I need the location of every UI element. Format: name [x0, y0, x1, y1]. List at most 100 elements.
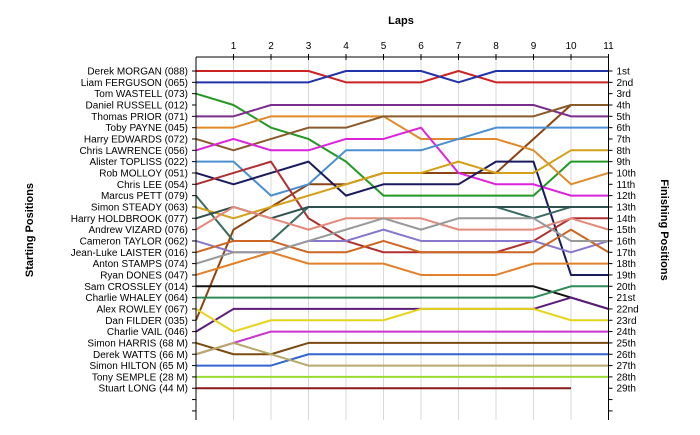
starting-label: Andrew VIZARD (076) [89, 225, 188, 236]
starting-label: Anton STAMPS (074) [93, 259, 188, 270]
starting-label: Simon STEADY (063) [91, 202, 188, 213]
series-line [196, 115, 609, 186]
finishing-label: 20th [617, 282, 636, 293]
starting-label: Alex ROWLEY (067) [96, 304, 188, 315]
series-line [196, 70, 609, 84]
finishing-label: 1st [617, 67, 631, 78]
series-line [195, 103, 609, 152]
starting-label: Marcus PETT (079) [101, 191, 188, 202]
series-line [195, 251, 609, 276]
x-tick-label: 7 [456, 41, 462, 52]
labels: 1 2 3 4 5 6 7 8 9 10 11 Derek MORGAN (088)Liam FERG… [71, 41, 639, 395]
series-line [196, 285, 609, 299]
series-line [195, 307, 609, 333]
starting-label: Cameron TAYLOR (062) [80, 236, 188, 247]
starting-label: Rob MOLLOY (051) [99, 168, 188, 179]
starting-label: Derek WATTS (66 M) [93, 350, 188, 361]
x-tick-label: 9 [531, 41, 537, 52]
x-tick-label: 5 [381, 41, 387, 52]
finishing-label: 28th [617, 372, 636, 383]
finishing-label: 16th [617, 236, 636, 247]
finishing-label: 6th [617, 123, 631, 134]
finishing-label: 4th [617, 100, 631, 111]
finishing-label: 18th [617, 259, 636, 270]
x-tick-label: 10 [565, 41, 577, 52]
finishing-label: 3rd [617, 89, 631, 100]
finishing-label: 13th [617, 202, 636, 213]
series-line [196, 70, 609, 84]
finishing-label: 23rd [617, 316, 637, 327]
finishing-label: 8th [617, 146, 631, 157]
starting-label: Harry EDWARDS (072) [84, 134, 188, 145]
x-tick-label: 4 [343, 41, 349, 52]
starting-label: Tom WASTELL (073) [94, 89, 188, 100]
finishing-label: 14th [617, 214, 636, 225]
starting-label: Chris LAWRENCE (056) [79, 146, 188, 157]
finishing-label: 19th [617, 270, 636, 281]
starting-label: Daniel RUSSELL (012) [86, 100, 188, 111]
starting-label: Alister TOPLISS (022) [89, 157, 188, 168]
finishing-label: 11th [617, 180, 636, 191]
series-line [195, 126, 609, 197]
x-tick-label: 11 [603, 41, 614, 52]
finishing-label: 15th [617, 225, 636, 236]
starting-label: Charlie WHALEY (064) [85, 293, 188, 304]
x-tick-label: 8 [493, 41, 499, 52]
series-line [195, 205, 609, 220]
finishing-label: 24th [617, 327, 636, 338]
chart-title: Laps [388, 15, 414, 27]
series-line [195, 149, 609, 220]
starting-label: Simon HARRIS (68 M) [87, 338, 188, 349]
finishing-label: 7th [617, 134, 631, 145]
starting-label: Jean-Luke LAISTER (016) [71, 248, 188, 259]
starting-label: Toby PAYNE (045) [106, 123, 188, 134]
starting-label: Chris LEE (054) [117, 180, 188, 191]
series-line [195, 330, 609, 356]
series-line [195, 228, 610, 254]
finishing-label: 10th [617, 168, 636, 179]
starting-label: Ryan DONES (047) [100, 270, 188, 281]
starting-label: Derek MORGAN (088) [87, 67, 188, 78]
starting-label: Liam FERGUSON (065) [81, 78, 188, 89]
series-line [196, 103, 609, 118]
series-line [196, 285, 609, 310]
series-line [195, 160, 609, 254]
axes [192, 54, 613, 420]
series-line [195, 103, 609, 321]
starting-label: Stuart LONG (44 M) [99, 384, 188, 395]
finishing-label: 9th [617, 157, 631, 168]
series-line [196, 353, 609, 367]
starting-label: Charlie VAIL (046) [107, 327, 188, 338]
finishing-label: 21st [617, 293, 636, 304]
x-tick-label: 2 [268, 41, 274, 52]
finishing-label: 5th [617, 112, 631, 123]
x-tick-label: 6 [418, 41, 424, 52]
starting-label: Tony SEMPLE (28 M) [92, 372, 188, 383]
series-line [195, 92, 609, 197]
series-line [195, 296, 609, 333]
series-line [195, 341, 609, 356]
series-line [196, 126, 609, 197]
finishing-label: 27th [617, 361, 636, 372]
finishing-label: 26th [617, 350, 636, 361]
series-lines [195, 70, 610, 390]
finishing-label: 22nd [617, 304, 639, 315]
starting-label: Thomas PRIOR (071) [91, 112, 188, 123]
starting-label: Sam CROSSLEY (014) [84, 282, 188, 293]
starting-label: Harry HOLDBROOK (077) [71, 214, 188, 225]
finishing-label: 25th [617, 338, 636, 349]
finishing-label: 17th [617, 248, 636, 259]
series-line [195, 341, 609, 367]
finishing-label: 29th [617, 384, 636, 395]
starting-label: Dan FILDER (035) [105, 316, 188, 327]
left-axis-label: Starting Positions [24, 183, 36, 277]
starting-label: Simon HILTON (65 M) [89, 361, 188, 372]
series-line [195, 160, 609, 276]
x-tick-label: 3 [306, 41, 312, 52]
x-tick-label: 1 [231, 41, 237, 52]
series-line [195, 217, 609, 265]
finishing-label: 12th [617, 191, 636, 202]
right-axis-label: Finishing Positions [658, 179, 670, 280]
series-line [195, 205, 609, 231]
